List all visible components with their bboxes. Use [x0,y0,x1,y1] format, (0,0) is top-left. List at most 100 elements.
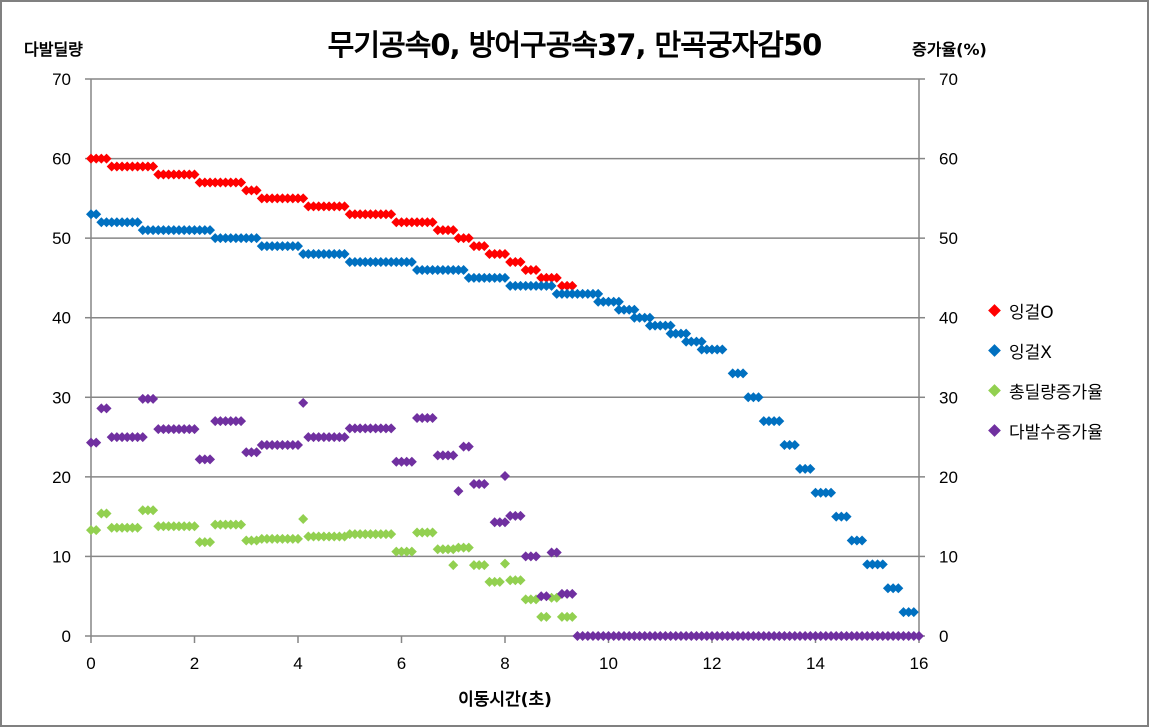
data-point [546,547,557,558]
data-point [173,225,184,236]
data-point [846,631,857,641]
data-point [484,576,495,587]
data-point [582,631,593,641]
data-point [525,551,536,562]
data-point [111,522,122,533]
data-point [267,533,278,544]
data-point [629,312,640,323]
data-point [556,588,567,599]
data-point [681,328,692,339]
data-point [815,487,826,498]
data-point [836,631,847,641]
data-point [168,521,179,532]
data-point [556,288,567,299]
data-point [401,257,412,268]
data-point [670,328,681,339]
data-point [137,505,148,516]
data-point [794,463,805,474]
data-point [510,257,521,268]
data-point [727,368,738,379]
data-point [908,631,919,641]
data-point [241,535,252,546]
data-point [608,296,619,307]
data-point [230,233,241,244]
data-point [132,161,143,172]
data-point [468,272,479,283]
data-point [784,631,795,641]
data-point [184,225,195,236]
data-point [510,575,521,586]
data-point [137,432,148,443]
data-point [303,201,314,212]
data-point [179,521,190,532]
data-point [386,209,397,220]
y-tick-label: 50 [52,229,71,248]
data-point [468,479,479,490]
data-point [582,288,593,299]
data-point [127,432,138,443]
y-tick-label-right: 70 [939,70,958,89]
data-point [520,264,531,275]
data-point [111,432,122,443]
data-point [851,631,862,641]
data-point [453,542,464,553]
y-tick-label: 70 [52,70,71,89]
data-point [293,533,303,544]
data-point [427,264,438,275]
data-point [619,304,630,315]
data-point [453,264,464,275]
data-point [225,177,236,188]
data-point [287,241,298,252]
data-point [189,424,200,435]
data-point [644,320,655,331]
data-point [567,611,578,622]
data-point [220,233,231,244]
data-point [877,631,888,641]
data-point [205,537,216,548]
y-tick-label-right: 50 [939,229,958,248]
data-point [417,217,428,228]
data-point [261,193,272,204]
data-point [282,533,293,544]
data-point [562,611,573,622]
data-point [267,193,278,204]
data-point [308,531,319,542]
data-point [106,432,117,443]
data-point [619,631,630,641]
data-point [236,519,247,530]
data-point [303,531,314,542]
data-point [293,440,303,451]
data-point [763,416,774,427]
legend-item: 다발수증가율 [988,410,1103,450]
data-point [339,201,350,212]
data-point [370,209,381,220]
data-point [313,201,324,212]
data-point [577,631,588,641]
data-point [593,631,604,641]
data-point [406,456,417,467]
data-point [712,344,723,355]
data-point [443,544,454,555]
data-point [639,631,650,641]
data-point [872,559,883,570]
data-point [624,631,635,641]
data-point [230,519,241,530]
data-point [877,559,888,570]
y-tick-label: 30 [52,388,71,407]
data-point [696,344,707,355]
data-point [510,510,521,521]
data-point [344,529,355,540]
data-point [412,264,423,275]
data-point [215,519,226,530]
data-point [380,423,391,434]
data-point [857,631,868,641]
data-point [479,272,490,283]
x-tick-label: 10 [599,654,618,673]
data-point [282,193,293,204]
data-point [634,312,645,323]
data-point [194,454,205,465]
legend-item: 총딜량증가율 [988,370,1103,410]
data-point [458,233,469,244]
data-point [665,328,676,339]
